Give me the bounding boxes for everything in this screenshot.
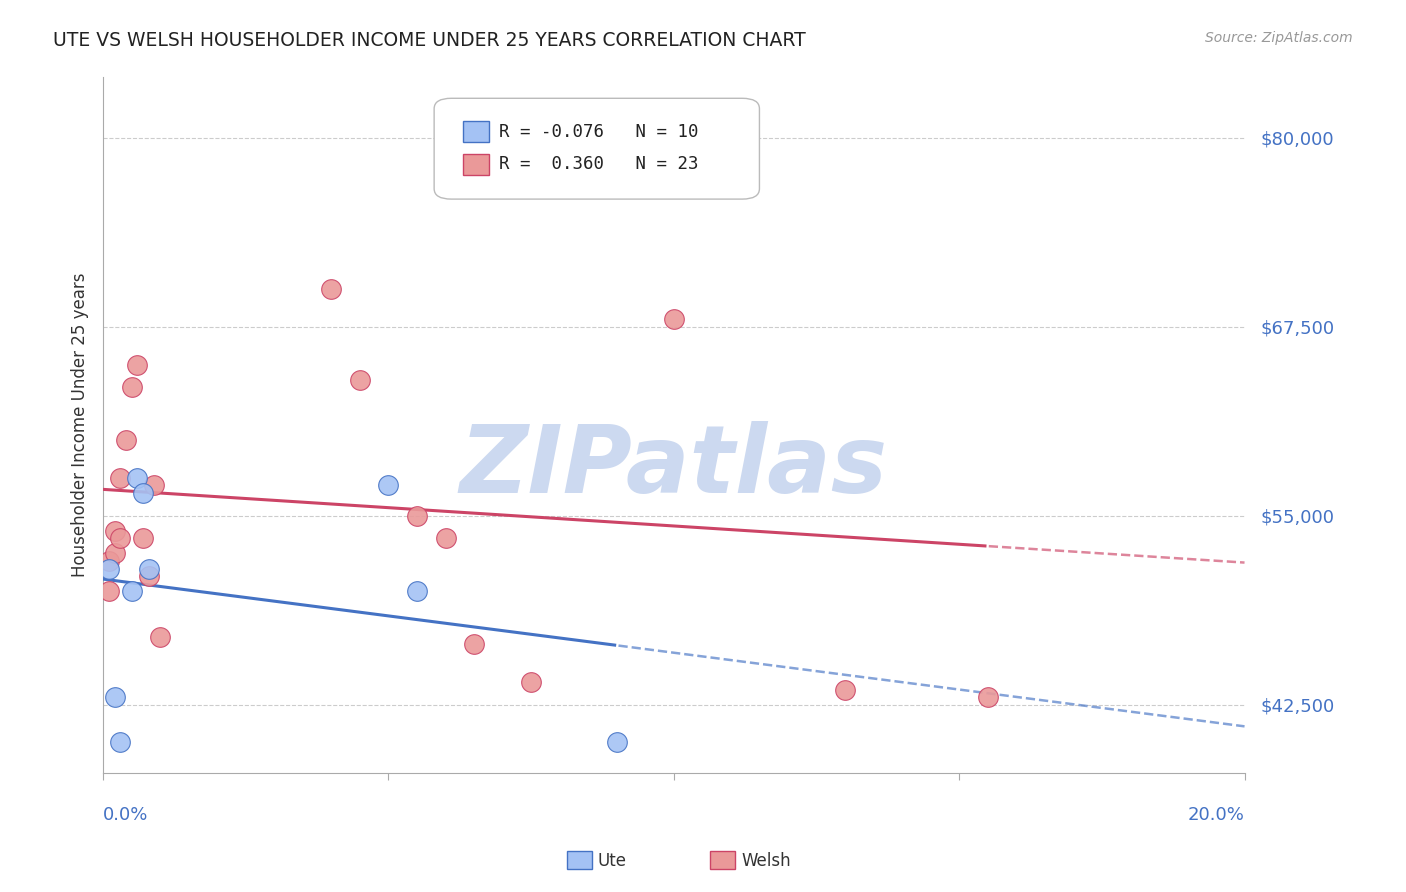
Point xyxy=(127,358,149,372)
Y-axis label: Householder Income Under 25 years: Householder Income Under 25 years xyxy=(72,273,89,577)
Point xyxy=(97,584,120,599)
Point xyxy=(576,131,599,145)
Text: Source: ZipAtlas.com: Source: ZipAtlas.com xyxy=(1205,31,1353,45)
Point xyxy=(110,735,132,749)
Text: Welsh: Welsh xyxy=(741,852,790,870)
Point xyxy=(149,630,172,644)
Point xyxy=(103,547,125,561)
Text: R =  0.360   N = 23: R = 0.360 N = 23 xyxy=(499,155,699,173)
Point xyxy=(103,690,125,704)
Point xyxy=(349,373,371,387)
Point xyxy=(606,735,628,749)
Point xyxy=(377,478,399,492)
Point xyxy=(121,380,143,394)
FancyBboxPatch shape xyxy=(463,154,489,175)
Point xyxy=(321,282,343,296)
Point xyxy=(132,486,155,500)
Text: 0.0%: 0.0% xyxy=(103,805,149,824)
Point xyxy=(406,584,429,599)
Text: R = -0.076   N = 10: R = -0.076 N = 10 xyxy=(499,123,699,141)
Text: ZIPatlas: ZIPatlas xyxy=(460,421,889,513)
Point xyxy=(143,478,166,492)
Point xyxy=(103,524,125,538)
Point xyxy=(138,569,160,583)
Point xyxy=(127,471,149,485)
Point xyxy=(110,532,132,546)
Text: 20.0%: 20.0% xyxy=(1188,805,1244,824)
Point xyxy=(97,561,120,575)
Point xyxy=(406,508,429,523)
Point xyxy=(115,433,138,447)
Point xyxy=(121,584,143,599)
Point xyxy=(834,682,856,697)
FancyBboxPatch shape xyxy=(434,98,759,199)
Point xyxy=(520,675,543,690)
Point xyxy=(138,561,160,575)
Point xyxy=(132,532,155,546)
Text: UTE VS WELSH HOUSEHOLDER INCOME UNDER 25 YEARS CORRELATION CHART: UTE VS WELSH HOUSEHOLDER INCOME UNDER 25… xyxy=(53,31,806,50)
Point xyxy=(110,471,132,485)
Point xyxy=(97,554,120,568)
Point xyxy=(434,532,457,546)
Point xyxy=(977,690,1000,704)
Point xyxy=(662,312,685,326)
FancyBboxPatch shape xyxy=(463,121,489,142)
Text: Ute: Ute xyxy=(598,852,627,870)
Point xyxy=(463,637,485,651)
